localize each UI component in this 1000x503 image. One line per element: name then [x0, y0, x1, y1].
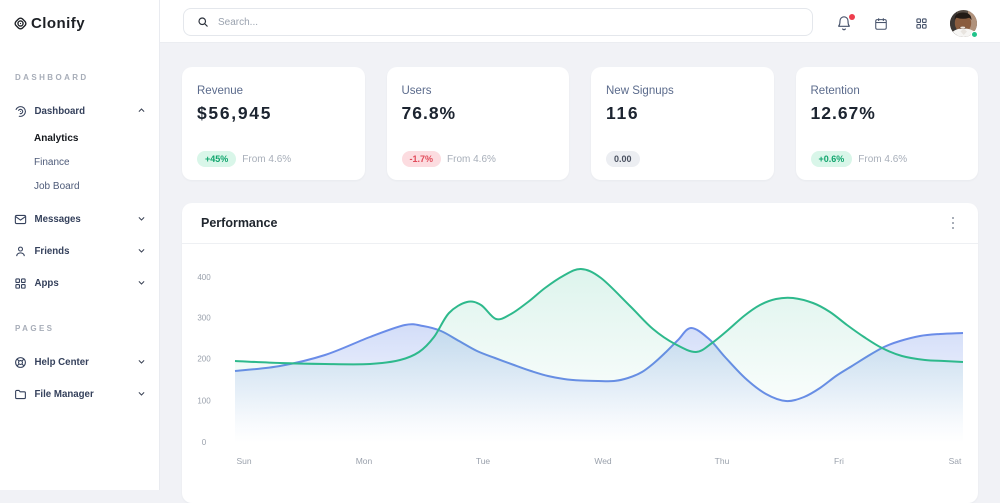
svg-text:0: 0 [202, 438, 207, 447]
svg-text:Fri: Fri [834, 456, 844, 466]
svg-text:Sun: Sun [236, 456, 251, 466]
svg-text:300: 300 [197, 313, 211, 322]
svg-text:100: 100 [197, 396, 211, 405]
svg-text:Thu: Thu [715, 456, 730, 466]
svg-text:Wed: Wed [594, 456, 612, 466]
svg-text:400: 400 [197, 273, 211, 282]
svg-text:Tue: Tue [476, 456, 491, 466]
svg-text:Mon: Mon [356, 456, 373, 466]
svg-text:Sat: Sat [949, 456, 962, 466]
svg-text:200: 200 [197, 354, 211, 363]
